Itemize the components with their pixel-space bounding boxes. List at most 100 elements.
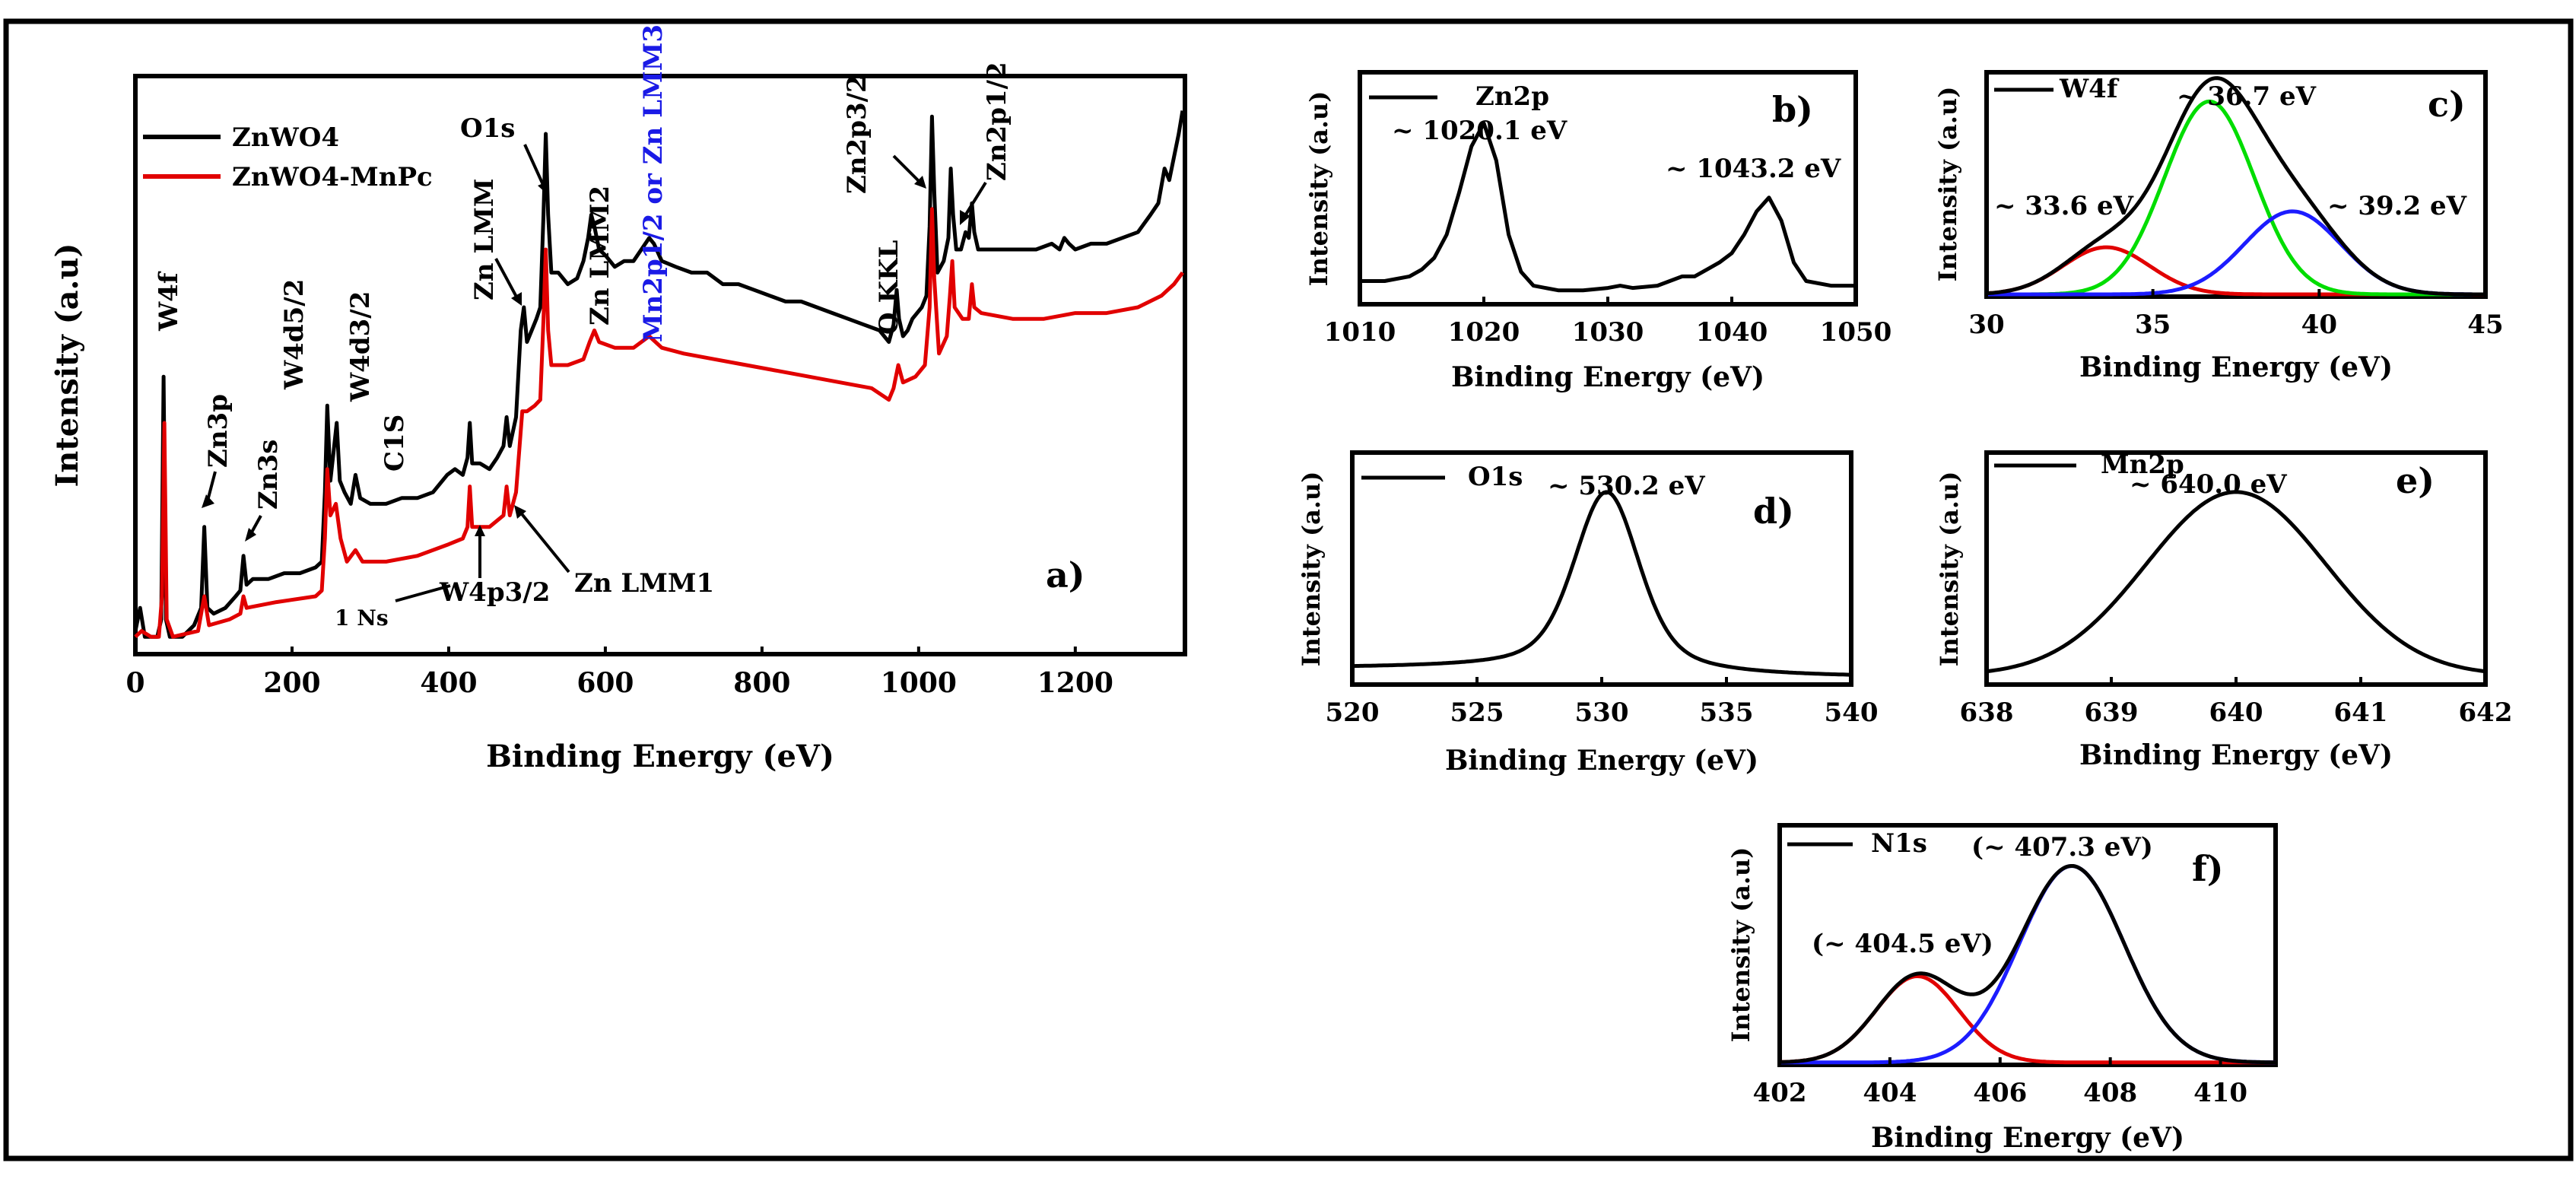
panel-b: 1010 1020 1030 1040 1050 Binding Energy (eV)… [1304, 70, 1892, 393]
x-tick-label: 200 [263, 667, 320, 699]
panel-f-ticks: 402 404 406 408 410 [1753, 1057, 2247, 1108]
x-tick-label: 525 [1450, 697, 1504, 728]
anno-zn3s: Zn3s [253, 440, 284, 510]
panel-a-xlabel: Binding Energy (eV) [486, 739, 834, 774]
series-line [1779, 864, 2276, 1065]
legend-label-mn2p: Mn2p [2101, 450, 2184, 480]
x-tick-label: 800 [733, 667, 790, 699]
x-tick-label: 404 [1863, 1078, 1917, 1108]
panel-c-frame [1984, 70, 2488, 299]
x-tick-label: 520 [1326, 697, 1380, 728]
x-tick-label: 641 [2334, 697, 2388, 728]
anno-o1s: O1s [460, 113, 515, 144]
x-tick-label: 408 [2083, 1078, 2137, 1108]
panel-c-ticks: 30 35 40 45 [1968, 289, 2504, 340]
panel-f-plot [1779, 864, 2276, 1065]
x-tick-label: 1020 [1448, 317, 1520, 348]
panel-c: 30 35 40 45 Binding Energy (eV) Intensity (… [1933, 70, 2504, 383]
arrow-1ns [395, 584, 451, 602]
arrowhead-zn3s [245, 528, 256, 542]
anno-1ns: 1 Ns [335, 605, 389, 631]
anno-e-6400: ~ 640.0 eV [2130, 469, 2287, 500]
anno-c-367: ~ 36.7 eV [2177, 81, 2317, 112]
panel-a-frame [133, 74, 1187, 656]
panel-d-label: d) [1753, 491, 1794, 532]
arrowhead-zn2p12 [960, 210, 970, 225]
series-line [1986, 490, 2486, 674]
series-line [1360, 121, 1856, 293]
anno-mn2p12: Mn2p1/2 or Zn LMM3 [638, 24, 669, 342]
anno-f-4073: (~ 407.3 eV) [1971, 832, 2153, 863]
arrowhead-zn2p32 [914, 176, 926, 189]
panel-c-plot [1986, 76, 2485, 297]
arrow-zn2p12 [963, 181, 987, 218]
x-tick-label: 1010 [1324, 317, 1396, 348]
series-line [134, 207, 1184, 639]
anno-zn2p32: Zn2p3/2 [842, 75, 872, 194]
panel-f-label: f) [2192, 848, 2224, 889]
anno-zn3p: Zn3p [203, 394, 233, 468]
legend-label-zn2p: Zn2p [1475, 81, 1549, 112]
panel-a-plot [133, 110, 1185, 639]
x-tick-label: 1200 [1037, 667, 1113, 699]
x-tick-label: 639 [2085, 697, 2139, 728]
anno-c-392: ~ 39.2 eV [2327, 191, 2467, 221]
panel-b-ylabel: Intensity (a.u) [1304, 91, 1333, 287]
arrow-zn2p32 [892, 154, 922, 184]
arrowhead-zn-lmm [511, 292, 522, 306]
series-line [133, 110, 1185, 639]
legend-label-w4f: W4f [2059, 74, 2120, 104]
panel-d-plot [1352, 490, 1851, 677]
panel-d-ticks: 520 525 530 535 540 [1326, 677, 1879, 728]
arrow-o1s [523, 144, 545, 187]
panel-f-frame [1777, 823, 2278, 1067]
x-tick-label: 0 [125, 667, 145, 699]
legend-label-o1s: O1s [1468, 462, 1523, 492]
panel-f: 402 404 406 408 410 Binding Energy (eV) Inte… [1726, 823, 2278, 1154]
anno-w4d32: W4d3/2 [345, 291, 376, 402]
panel-e-ticks: 638 639 640 641 642 [1960, 677, 2513, 728]
x-tick-label: 600 [577, 667, 634, 699]
panel-d-xlabel: Binding Energy (eV) [1445, 745, 1758, 777]
panel-a-ylabel: Intensity (a.u) [49, 243, 85, 488]
x-tick-label: 30 [1968, 310, 2004, 340]
panel-e: 638 639 640 641 642 Binding Energy (eV) Inte… [1935, 450, 2512, 771]
panel-d-ylabel: Intensity (a.u) [1297, 472, 1326, 667]
panel-b-ticks: 1010 1020 1030 1040 1050 [1324, 297, 1892, 348]
panel-f-ylabel: Intensity (a.u) [1726, 847, 1755, 1043]
panel-e-label: e) [2396, 460, 2435, 501]
panel-b-plot [1360, 121, 1856, 293]
anno-w4p32: W4p3/2 [439, 577, 550, 608]
panel-e-ylabel: Intensity (a.u) [1935, 472, 1964, 667]
x-tick-label: 642 [2459, 697, 2513, 728]
anno-w4d52: W4d5/2 [279, 279, 310, 390]
panel-c-label: c) [2428, 84, 2466, 125]
panel-e-plot [1986, 490, 2486, 674]
arrowhead-zn3p [202, 494, 214, 508]
x-tick-label: 35 [2135, 310, 2171, 340]
anno-o-kkl: O KKL [874, 240, 904, 335]
x-tick-label: 40 [2301, 310, 2337, 340]
panel-b-label: b) [1772, 89, 1813, 130]
anno-w4f: W4f [154, 271, 184, 332]
panel-f-xlabel: Binding Energy (eV) [1871, 1122, 2184, 1154]
anno-zn2p12: Zn2p1/2 [982, 62, 1012, 181]
panel-c-xlabel: Binding Energy (eV) [2079, 351, 2393, 383]
series-line [1352, 490, 1851, 677]
x-tick-label: 640 [2209, 697, 2263, 728]
panel-e-xlabel: Binding Energy (eV) [2079, 739, 2393, 771]
x-tick-label: 638 [1960, 697, 2014, 728]
legend-label-znwo4-mnpc: ZnWO4-MnPc [232, 162, 433, 192]
arrowhead-zn-lmm1 [514, 505, 526, 519]
anno-f-4045: (~ 404.5 eV) [1812, 929, 1993, 959]
x-tick-label: 410 [2193, 1078, 2247, 1108]
x-tick-label: 530 [1575, 697, 1629, 728]
arrowhead-o1s [538, 181, 548, 195]
anno-d-5302: ~ 530.2 eV [1548, 471, 1705, 501]
arrow-zn-lmm1 [518, 510, 570, 574]
x-tick-label: 1050 [1820, 317, 1892, 348]
anno-b-1020: ~ 1020.1 eV [1392, 116, 1568, 146]
anno-c1s: C1S [380, 415, 410, 472]
x-tick-label: 540 [1825, 697, 1879, 728]
